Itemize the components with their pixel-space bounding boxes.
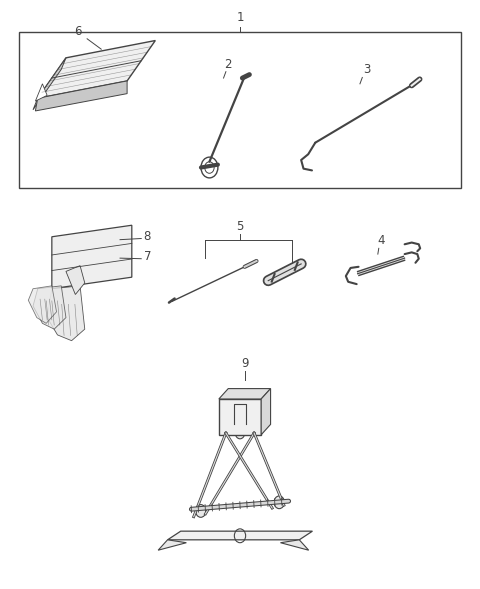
Polygon shape	[33, 286, 66, 329]
Polygon shape	[47, 286, 85, 340]
Polygon shape	[219, 389, 271, 399]
Text: 1: 1	[236, 11, 244, 24]
Text: 3: 3	[363, 63, 371, 77]
Text: 5: 5	[236, 220, 244, 233]
Circle shape	[274, 496, 285, 509]
Text: 4: 4	[377, 234, 385, 247]
Polygon shape	[52, 225, 132, 289]
Text: 2: 2	[225, 58, 232, 71]
Circle shape	[195, 505, 206, 517]
Text: 8: 8	[144, 230, 151, 243]
Text: 9: 9	[241, 356, 249, 369]
Text: 7: 7	[144, 250, 151, 263]
Polygon shape	[28, 286, 57, 323]
Polygon shape	[36, 81, 127, 111]
Polygon shape	[33, 58, 66, 110]
Polygon shape	[219, 399, 261, 435]
Polygon shape	[66, 266, 85, 294]
Polygon shape	[261, 389, 271, 435]
Polygon shape	[158, 540, 186, 550]
Polygon shape	[280, 540, 309, 550]
Polygon shape	[36, 84, 47, 101]
Bar	[19, 32, 461, 188]
Polygon shape	[38, 41, 156, 98]
Polygon shape	[168, 531, 312, 540]
Circle shape	[235, 427, 245, 439]
Text: 6: 6	[74, 25, 82, 38]
